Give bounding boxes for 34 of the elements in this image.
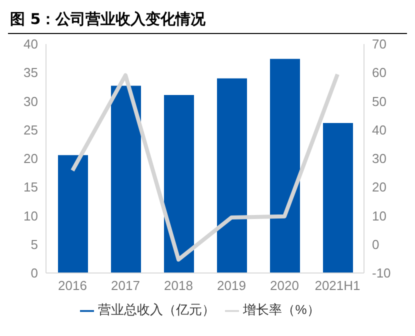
y2-tick-label: 60 — [372, 65, 386, 80]
chart-title: 图 5：公司营业收入变化情况 — [8, 8, 407, 34]
bar — [164, 94, 194, 273]
x-tick-label: 2016 — [58, 278, 87, 294]
y2-tick-label: 70 — [372, 36, 386, 52]
y-tick-label: 0 — [30, 266, 38, 281]
y2-tick-label: 30 — [372, 151, 386, 166]
bar — [323, 123, 353, 273]
y2-tick-label: 20 — [372, 180, 386, 195]
bar — [111, 86, 141, 273]
x-tick-label: 2019 — [217, 278, 246, 294]
legend-label: 增长率（%） — [243, 302, 320, 317]
y-tick-label: 35 — [24, 65, 38, 80]
y-tick-label: 10 — [24, 208, 38, 224]
x-tick-label: 2021H1 — [314, 278, 360, 294]
y-tick-label: 15 — [24, 180, 38, 195]
y2-tick-label: 0 — [372, 236, 380, 252]
legend-label: 营业总收入（亿元） — [98, 302, 216, 317]
y-tick-label: 5 — [30, 236, 38, 252]
y-tick-label: 40 — [24, 36, 38, 52]
bar — [270, 58, 300, 273]
y2-tick-label: 10 — [372, 208, 386, 224]
x-tick-label: 2018 — [164, 278, 193, 294]
x-tick-label: 2017 — [111, 278, 140, 294]
bar — [217, 78, 247, 273]
y-tick-label: 25 — [24, 122, 38, 138]
bar — [58, 155, 88, 273]
y-tick-label: 30 — [24, 94, 38, 109]
x-tick-label: 2020 — [270, 278, 299, 294]
y-tick-label: 20 — [24, 151, 38, 166]
line-series — [70, 72, 340, 262]
y2-tick-label: -10 — [372, 266, 391, 281]
y2-tick-label: 50 — [372, 94, 386, 109]
y2-tick-label: 40 — [372, 122, 386, 138]
